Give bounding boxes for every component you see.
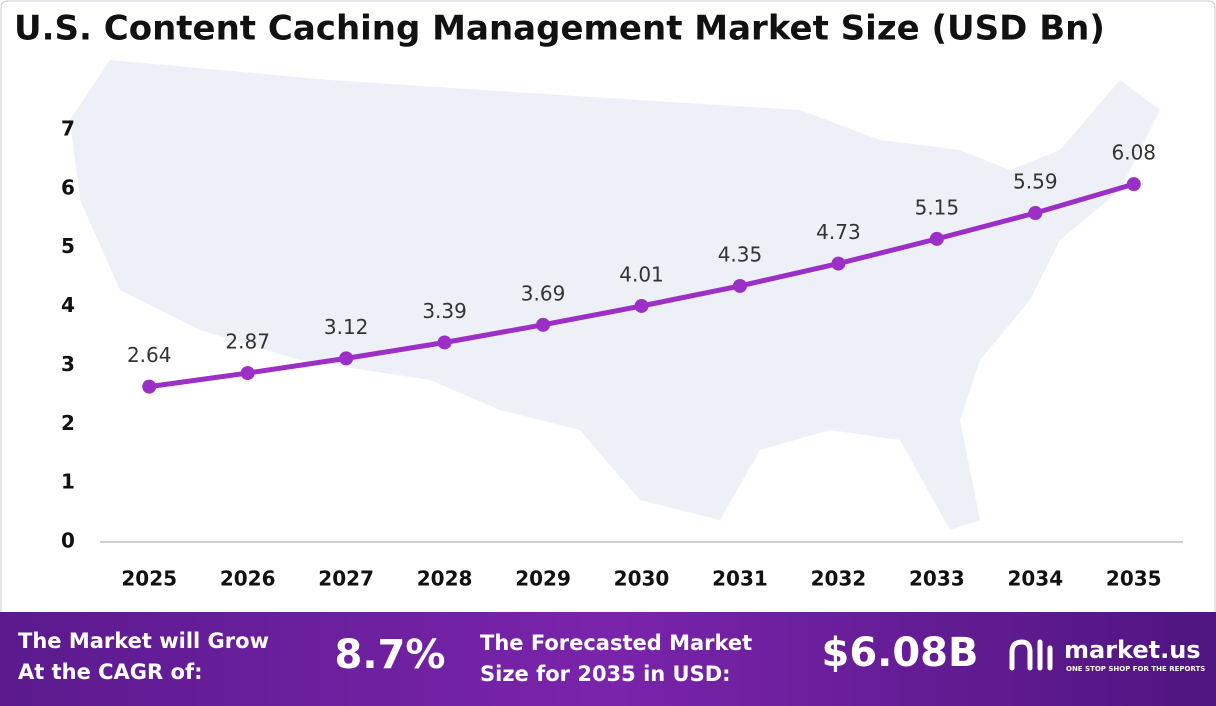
y-tick-label: 0 [61,529,75,553]
data-label: 5.15 [915,195,960,219]
x-tick-label: 2033 [909,567,965,591]
cagr-value: 8.7% [335,632,446,678]
point [831,256,846,271]
data-label: 4.01 [619,262,664,286]
data-label: 5.59 [1013,169,1058,193]
data-label: 2.87 [225,330,270,354]
point [1028,205,1043,220]
point [536,317,551,332]
footer-band [0,612,1216,706]
point [634,298,649,313]
data-label: 3.69 [521,281,566,305]
x-tick-label: 2030 [614,567,670,591]
x-tick-label: 2029 [515,567,571,591]
point [240,366,255,381]
x-tick-label: 2026 [220,567,276,591]
y-tick-label: 2 [61,411,75,435]
brand-name: market.us [1064,636,1201,664]
point [1126,177,1141,192]
y-tick-label: 4 [61,293,75,317]
brand-logo [1009,639,1053,671]
forecast-value: $6.08B [821,630,978,676]
x-tick-label: 2025 [121,567,177,591]
cagr-text: The Market will Grow [18,629,269,653]
y-tick-label: 1 [61,470,75,494]
point [339,351,354,366]
point [929,231,944,246]
point [732,278,747,293]
x-tick-label: 2031 [712,567,768,591]
cagr-text: At the CAGR of: [18,660,203,684]
x-tick-label: 2034 [1007,567,1063,591]
data-label: 4.35 [718,242,763,266]
y-tick-label: 7 [61,117,75,141]
data-label: 4.73 [816,220,861,244]
brand-tagline: ONE STOP SHOP FOR THE REPORTS [1066,665,1205,673]
data-label: 3.39 [422,299,467,323]
x-tick-label: 2027 [318,567,374,591]
y-tick-label: 6 [61,175,75,199]
y-tick-label: 3 [61,352,75,376]
forecast-text: The Forecasted Market [480,631,752,655]
x-tick-label: 2035 [1106,567,1162,591]
map-background [70,60,1160,530]
data-label: 6.08 [1112,141,1157,165]
chart-title: U.S. Content Caching Management Market S… [14,9,1105,49]
x-tick-label: 2032 [811,567,867,591]
x-tick-label: 2028 [417,567,473,591]
forecast-text: Size for 2035 in USD: [480,662,731,686]
data-label: 3.12 [324,315,369,339]
y-tick-label: 5 [61,234,75,258]
point [437,335,452,350]
data-label: 2.64 [127,343,172,367]
point [142,379,157,394]
